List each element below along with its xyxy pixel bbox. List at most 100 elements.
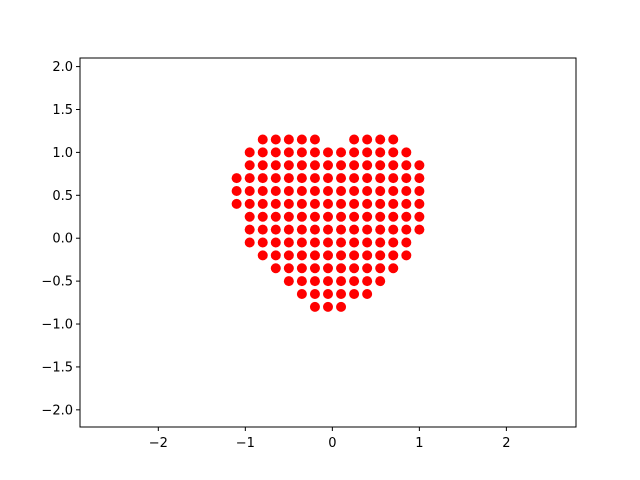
data-point bbox=[297, 289, 307, 299]
data-point bbox=[388, 147, 398, 157]
data-point bbox=[375, 160, 385, 170]
data-point bbox=[388, 238, 398, 248]
data-point bbox=[323, 250, 333, 260]
data-point bbox=[349, 173, 359, 183]
data-point bbox=[375, 225, 385, 235]
data-point bbox=[245, 225, 255, 235]
data-point bbox=[284, 135, 294, 145]
y-tick-label: 0.5 bbox=[52, 189, 73, 204]
data-point bbox=[414, 186, 424, 196]
y-tick-label: 1.0 bbox=[52, 146, 73, 161]
data-point bbox=[388, 186, 398, 196]
data-point bbox=[401, 199, 411, 209]
data-point bbox=[362, 250, 372, 260]
data-point bbox=[336, 160, 346, 170]
data-point bbox=[284, 238, 294, 248]
data-point bbox=[362, 147, 372, 157]
data-point bbox=[336, 225, 346, 235]
data-point bbox=[232, 186, 242, 196]
data-point bbox=[310, 199, 320, 209]
data-point bbox=[258, 135, 268, 145]
data-point bbox=[245, 147, 255, 157]
data-point bbox=[271, 173, 281, 183]
data-point bbox=[349, 289, 359, 299]
y-tick-label: −1.0 bbox=[41, 318, 73, 333]
data-point bbox=[349, 250, 359, 260]
data-point bbox=[310, 147, 320, 157]
data-point bbox=[349, 238, 359, 248]
data-point bbox=[401, 238, 411, 248]
data-point bbox=[362, 160, 372, 170]
data-point bbox=[271, 250, 281, 260]
data-point bbox=[323, 160, 333, 170]
data-point bbox=[375, 186, 385, 196]
data-point bbox=[323, 173, 333, 183]
data-point bbox=[297, 160, 307, 170]
data-point bbox=[323, 289, 333, 299]
data-point bbox=[297, 250, 307, 260]
x-tick-label: −2 bbox=[149, 436, 168, 451]
data-point bbox=[258, 212, 268, 222]
data-point bbox=[310, 250, 320, 260]
data-point bbox=[271, 238, 281, 248]
data-point bbox=[362, 212, 372, 222]
data-point bbox=[401, 186, 411, 196]
data-point bbox=[297, 263, 307, 273]
data-point bbox=[297, 212, 307, 222]
data-point bbox=[323, 225, 333, 235]
x-tick-label: −1 bbox=[236, 436, 255, 451]
y-tick-label: −1.5 bbox=[41, 360, 73, 375]
data-point bbox=[362, 173, 372, 183]
data-point bbox=[401, 212, 411, 222]
data-point bbox=[388, 263, 398, 273]
data-point bbox=[375, 276, 385, 286]
data-point bbox=[232, 199, 242, 209]
data-point bbox=[362, 225, 372, 235]
data-point bbox=[336, 212, 346, 222]
data-point bbox=[401, 147, 411, 157]
data-point bbox=[284, 199, 294, 209]
data-point bbox=[336, 186, 346, 196]
data-point bbox=[401, 160, 411, 170]
data-point bbox=[362, 135, 372, 145]
data-point bbox=[297, 173, 307, 183]
data-point bbox=[284, 186, 294, 196]
data-point bbox=[310, 160, 320, 170]
data-point bbox=[245, 160, 255, 170]
data-point bbox=[310, 135, 320, 145]
data-point bbox=[258, 160, 268, 170]
data-point bbox=[271, 147, 281, 157]
data-point bbox=[245, 173, 255, 183]
data-point bbox=[388, 160, 398, 170]
data-point bbox=[388, 135, 398, 145]
data-point bbox=[336, 289, 346, 299]
data-point bbox=[258, 225, 268, 235]
x-tick-label: 1 bbox=[415, 436, 423, 451]
data-point bbox=[310, 276, 320, 286]
data-point bbox=[336, 276, 346, 286]
data-point bbox=[349, 199, 359, 209]
data-point bbox=[297, 186, 307, 196]
data-point bbox=[284, 147, 294, 157]
data-point bbox=[388, 250, 398, 260]
data-point bbox=[310, 173, 320, 183]
data-point bbox=[414, 173, 424, 183]
data-point bbox=[336, 238, 346, 248]
data-point bbox=[375, 147, 385, 157]
data-point bbox=[336, 250, 346, 260]
data-point bbox=[336, 302, 346, 312]
data-point bbox=[375, 212, 385, 222]
data-point bbox=[245, 186, 255, 196]
data-point bbox=[271, 160, 281, 170]
data-point bbox=[284, 160, 294, 170]
data-point bbox=[284, 250, 294, 260]
data-point bbox=[297, 276, 307, 286]
data-point bbox=[336, 173, 346, 183]
data-point bbox=[323, 186, 333, 196]
data-point bbox=[271, 225, 281, 235]
data-point bbox=[245, 238, 255, 248]
data-point bbox=[271, 212, 281, 222]
data-point bbox=[271, 186, 281, 196]
data-point bbox=[349, 135, 359, 145]
